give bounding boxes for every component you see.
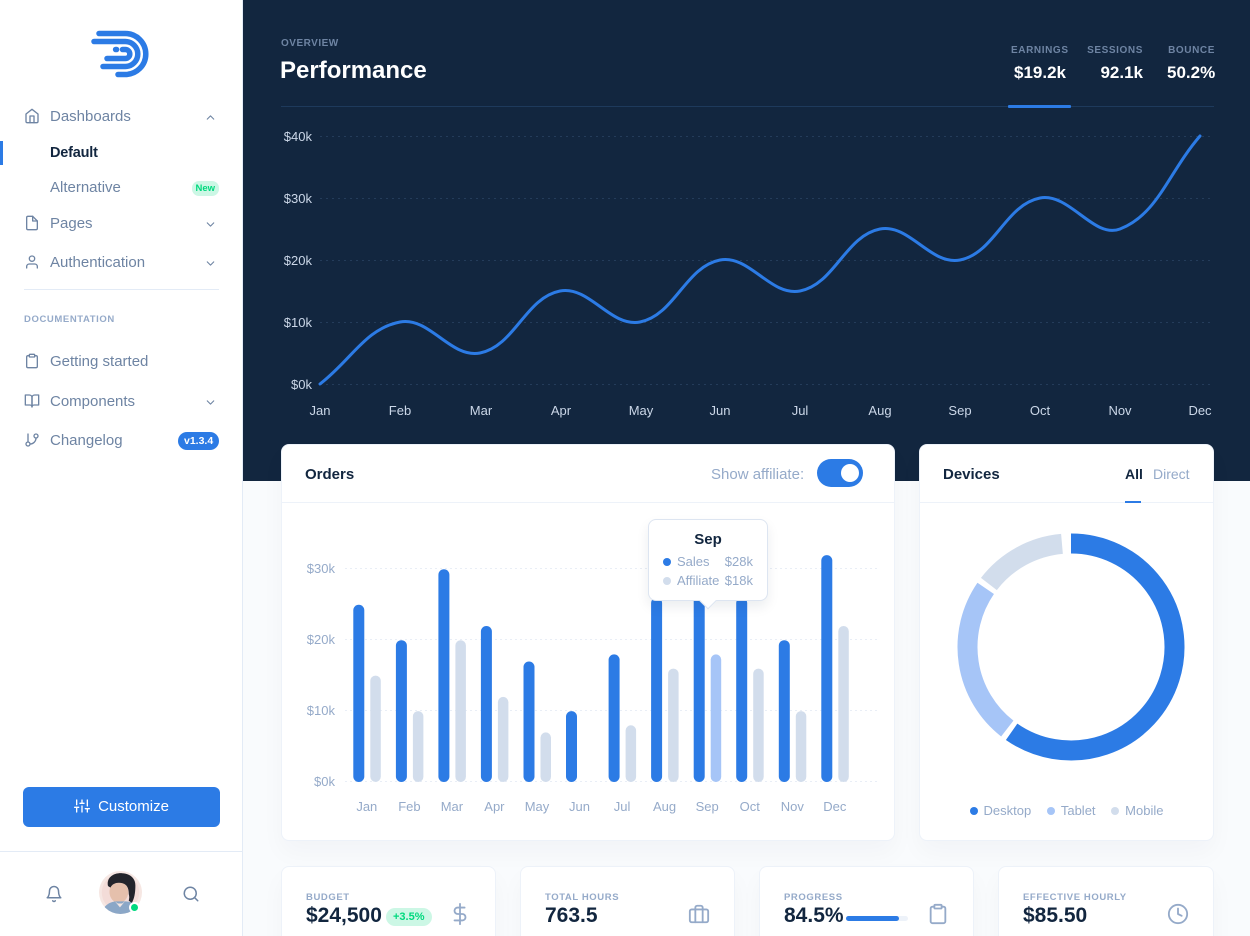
svg-text:Dec: Dec bbox=[823, 799, 847, 814]
svg-text:Jan: Jan bbox=[356, 799, 377, 814]
svg-text:Jun: Jun bbox=[569, 799, 590, 814]
svg-text:$0k: $0k bbox=[314, 774, 335, 789]
svg-text:Oct: Oct bbox=[740, 799, 761, 814]
svg-text:Dec: Dec bbox=[1188, 403, 1212, 418]
svg-text:Sep: Sep bbox=[948, 403, 971, 418]
svg-text:May: May bbox=[525, 799, 550, 814]
svg-text:Apr: Apr bbox=[551, 403, 572, 418]
svg-text:Aug: Aug bbox=[868, 403, 891, 418]
svg-text:Feb: Feb bbox=[389, 403, 411, 418]
svg-text:Jul: Jul bbox=[614, 799, 631, 814]
svg-text:$10k: $10k bbox=[284, 315, 313, 330]
svg-text:Sep: Sep bbox=[696, 799, 719, 814]
svg-text:Feb: Feb bbox=[398, 799, 420, 814]
svg-text:Nov: Nov bbox=[1108, 403, 1132, 418]
svg-text:Jun: Jun bbox=[710, 403, 731, 418]
svg-text:Aug: Aug bbox=[653, 799, 676, 814]
svg-text:$20k: $20k bbox=[284, 253, 313, 268]
svg-text:Apr: Apr bbox=[484, 799, 505, 814]
svg-text:Mar: Mar bbox=[441, 799, 464, 814]
svg-text:$30k: $30k bbox=[284, 191, 313, 206]
svg-text:$10k: $10k bbox=[307, 703, 336, 718]
svg-text:$0k: $0k bbox=[291, 377, 312, 392]
svg-text:Oct: Oct bbox=[1030, 403, 1051, 418]
svg-text:$30k: $30k bbox=[307, 561, 336, 576]
svg-text:May: May bbox=[629, 403, 654, 418]
svg-text:$40k: $40k bbox=[284, 129, 313, 144]
svg-text:Jul: Jul bbox=[792, 403, 809, 418]
svg-text:Nov: Nov bbox=[781, 799, 805, 814]
svg-text:$20k: $20k bbox=[307, 632, 336, 647]
svg-text:Mar: Mar bbox=[470, 403, 493, 418]
svg-text:Jan: Jan bbox=[310, 403, 331, 418]
